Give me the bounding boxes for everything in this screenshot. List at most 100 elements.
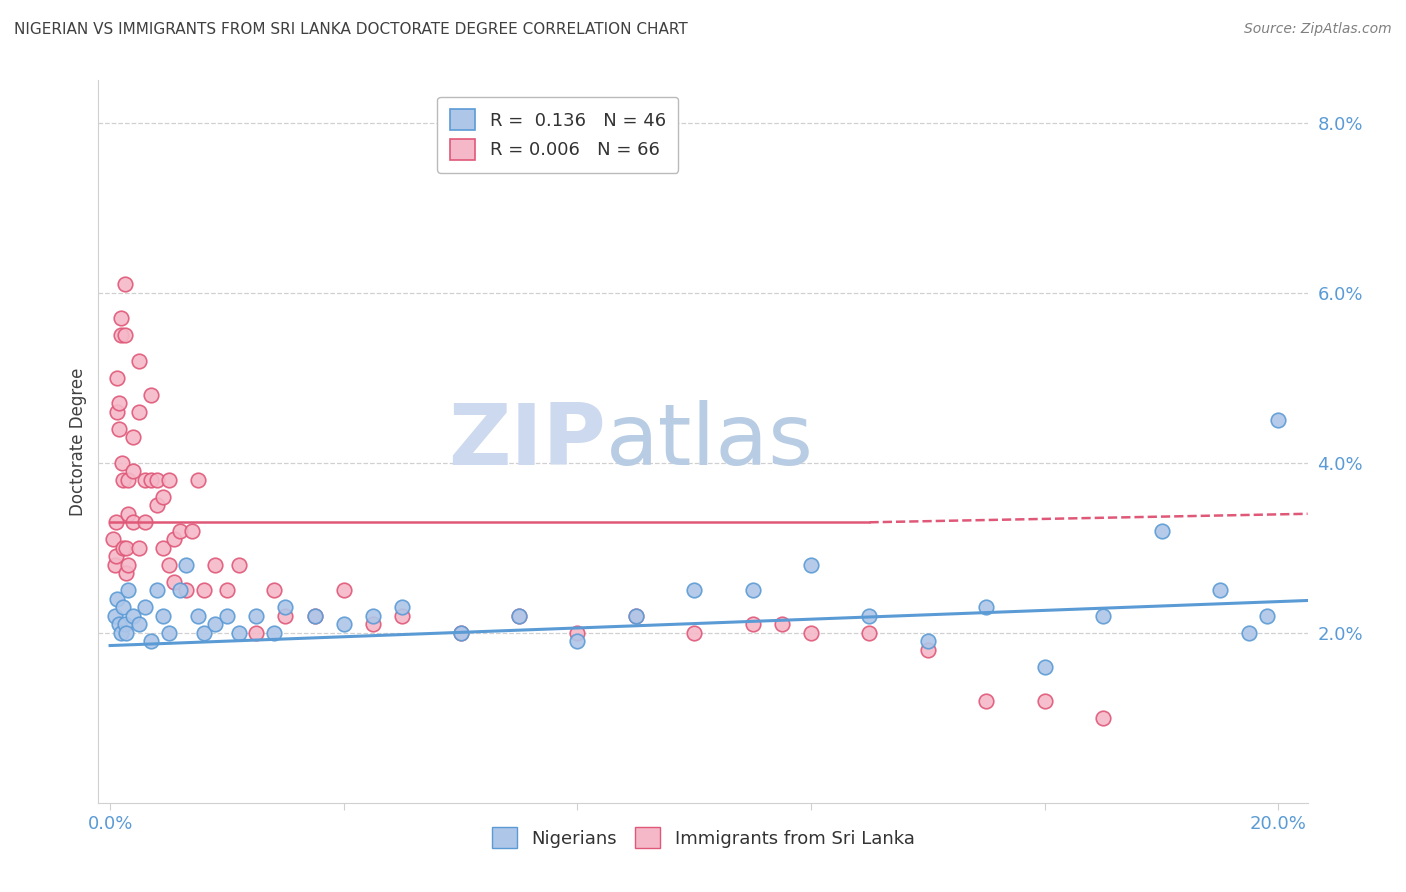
Point	[215, 608, 238, 623]
Point	[1033, 660, 1056, 674]
Point	[108, 422, 131, 436]
Point	[117, 507, 139, 521]
Point	[114, 328, 136, 343]
Point	[157, 473, 180, 487]
Point	[104, 558, 127, 572]
Point	[174, 558, 197, 572]
Point	[858, 608, 880, 623]
Text: ZIP: ZIP	[449, 400, 606, 483]
Point	[134, 473, 156, 487]
Point	[115, 625, 138, 640]
Point	[683, 625, 706, 640]
Point	[174, 583, 197, 598]
Point	[245, 625, 267, 640]
Point	[204, 617, 226, 632]
Point	[152, 490, 174, 504]
Point	[683, 583, 706, 598]
Point	[187, 473, 209, 487]
Point	[304, 608, 326, 623]
Point	[391, 608, 413, 623]
Point	[163, 574, 186, 589]
Point	[111, 541, 134, 555]
Point	[974, 600, 997, 615]
Point	[332, 617, 354, 632]
Point	[115, 541, 138, 555]
Point	[111, 600, 134, 615]
Point	[263, 625, 285, 640]
Point	[1209, 583, 1232, 598]
Point	[1256, 608, 1278, 623]
Point	[128, 405, 150, 419]
Point	[104, 516, 127, 530]
Point	[508, 608, 530, 623]
Point	[134, 516, 156, 530]
Point	[122, 516, 145, 530]
Point	[332, 583, 354, 598]
Point	[139, 473, 162, 487]
Point	[114, 277, 136, 292]
Point	[304, 608, 326, 623]
Point	[105, 591, 128, 606]
Point	[104, 549, 127, 564]
Point	[108, 396, 131, 410]
Point	[146, 473, 169, 487]
Point	[361, 617, 384, 632]
Point	[169, 524, 191, 538]
Point	[1092, 608, 1115, 623]
Point	[1092, 711, 1115, 725]
Point	[105, 405, 128, 419]
Point	[858, 625, 880, 640]
Point	[157, 625, 180, 640]
Point	[245, 608, 267, 623]
Point	[193, 583, 215, 598]
Point	[228, 625, 250, 640]
Point	[122, 430, 145, 444]
Point	[139, 388, 162, 402]
Text: atlas: atlas	[606, 400, 814, 483]
Point	[128, 353, 150, 368]
Point	[152, 608, 174, 623]
Point	[263, 583, 285, 598]
Point	[117, 473, 139, 487]
Point	[800, 558, 823, 572]
Point	[508, 608, 530, 623]
Point	[122, 608, 145, 623]
Point	[111, 456, 134, 470]
Point	[146, 498, 169, 512]
Point	[741, 583, 763, 598]
Point	[108, 617, 131, 632]
Point	[104, 608, 127, 623]
Point	[157, 558, 180, 572]
Point	[1267, 413, 1289, 427]
Point	[917, 634, 939, 648]
Legend: Nigerians, Immigrants from Sri Lanka: Nigerians, Immigrants from Sri Lanka	[481, 816, 925, 859]
Point	[146, 583, 169, 598]
Point	[450, 625, 472, 640]
Point	[624, 608, 647, 623]
Point	[180, 524, 202, 538]
Point	[187, 608, 209, 623]
Point	[1033, 694, 1056, 708]
Point	[128, 541, 150, 555]
Point	[134, 600, 156, 615]
Point	[567, 625, 589, 640]
Point	[128, 617, 150, 632]
Point	[152, 541, 174, 555]
Point	[624, 608, 647, 623]
Point	[917, 642, 939, 657]
Point	[770, 617, 793, 632]
Text: Source: ZipAtlas.com: Source: ZipAtlas.com	[1244, 22, 1392, 37]
Point	[228, 558, 250, 572]
Point	[274, 600, 297, 615]
Point	[215, 583, 238, 598]
Point	[800, 625, 823, 640]
Point	[741, 617, 763, 632]
Point	[274, 608, 297, 623]
Point	[204, 558, 226, 572]
Point	[114, 617, 136, 632]
Point	[391, 600, 413, 615]
Point	[110, 328, 132, 343]
Point	[193, 625, 215, 640]
Point	[139, 634, 162, 648]
Point	[1237, 625, 1260, 640]
